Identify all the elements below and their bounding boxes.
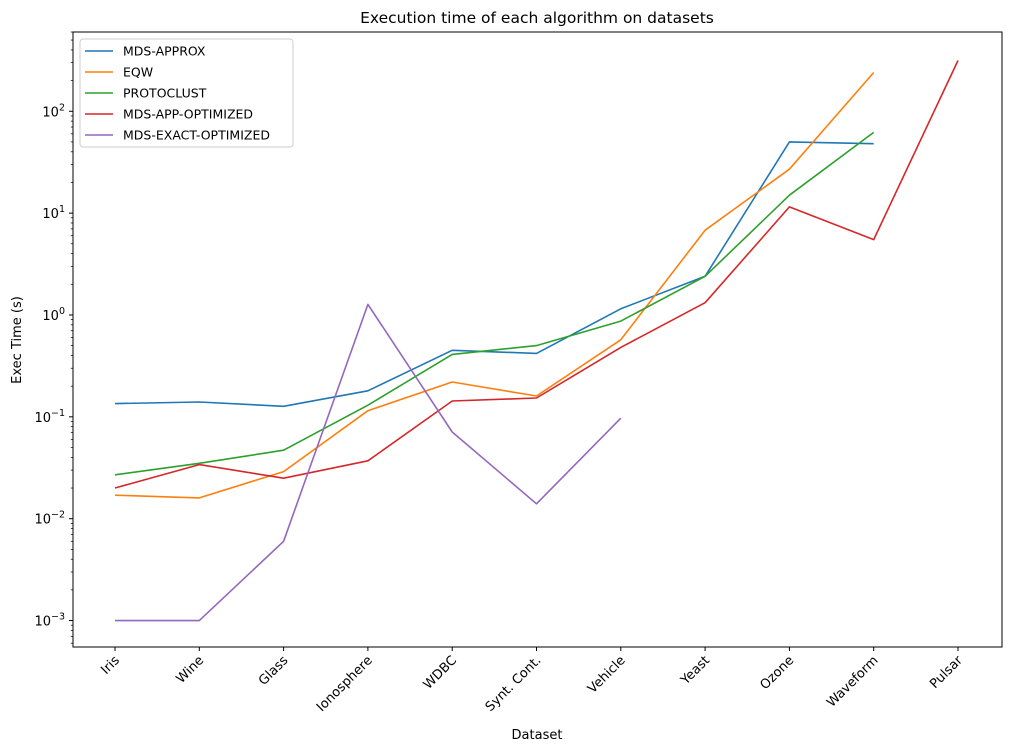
legend-entry-label: MDS-APP-OPTIMIZED [123,107,253,122]
series-line-mds-approx [114,141,874,408]
legend: MDS-APPROX EQW PROTOCLUST MDS-APP-OPTIMIZED… [79,38,294,148]
y-tick-label: 10−3 [34,612,65,630]
plot-content [114,60,959,622]
x-axis-label: Dataset [512,728,563,743]
x-tick-label: Iris [98,653,123,678]
y-tick-label: 10−1 [34,408,65,426]
series-line-eqw [114,71,875,499]
plot-frame [72,31,1003,648]
legend-entry-label: EQW [123,65,153,80]
legend-entry-label: PROTOCLUST [123,86,207,101]
x-tick-label: Ionosphere [314,653,376,715]
y-tick-label: 100 [42,306,65,324]
x-tick-label: Ozone [757,653,797,693]
x-tick-label: Synt. Cont. [483,653,545,715]
x-tick-label: Pulsar [927,653,966,692]
y-axis: 10−3 10−2 10−1 100 101 102 [34,31,73,644]
x-tick-label: WDBC [421,653,460,692]
x-tick-label: Yeast [678,653,713,688]
y-axis-label: Exec Time (s) [10,296,25,384]
series-line-protoclust [114,131,875,476]
x-tick-label: Glass [256,653,292,689]
y-tick-label: 10−2 [34,510,65,528]
x-tick-label: Wine [174,653,208,687]
series-line-mds-exact-optimized [115,303,622,622]
y-tick-label: 102 [42,102,65,120]
x-tick-label: Waveform [824,653,881,710]
chart-title: Execution time of each algorithm on data… [360,9,714,27]
y-tick-label: 101 [42,204,65,222]
x-tick-label: Vehicle [585,653,628,696]
legend-box [79,38,294,148]
legend-entry-label: MDS-EXACT-OPTIMIZED [123,128,270,143]
series-line-mds-app-optimized [114,60,959,489]
legend-entry-label: MDS-APPROX [123,44,206,59]
x-axis: Iris Wine Glass Ionosphere WDBC Synt. Cont. Ve… [98,647,966,715]
